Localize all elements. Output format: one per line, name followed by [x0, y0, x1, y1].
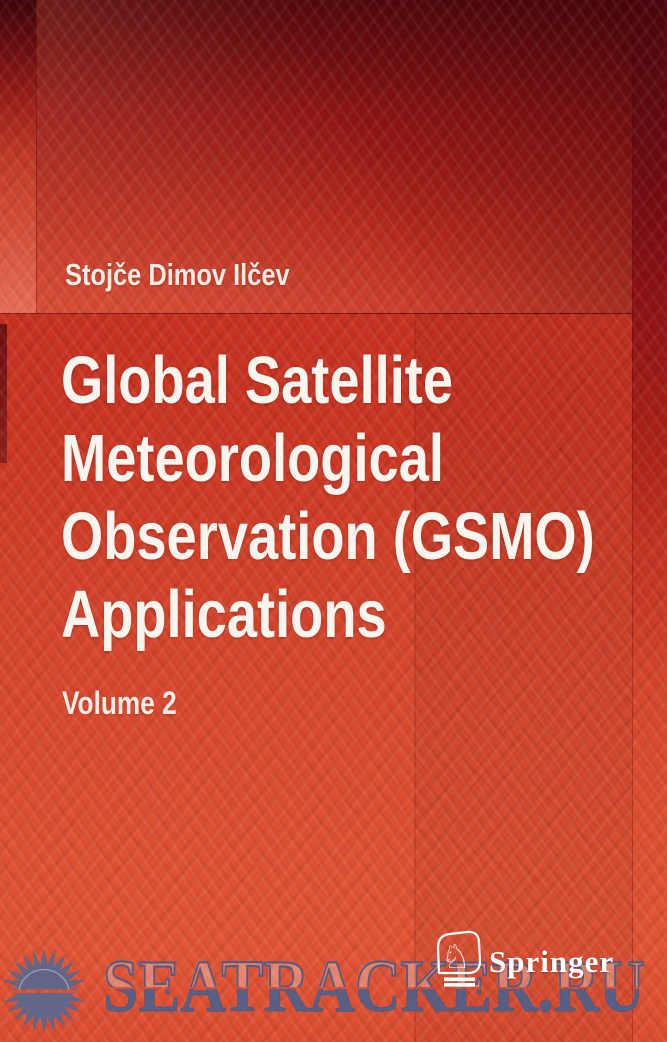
- watermark-text-fill: SEATRACKER.RU: [103, 946, 645, 1028]
- cover-right-edge-strip: [632, 0, 667, 760]
- volume-subtitle: Volume 2: [62, 685, 177, 721]
- cover-spine-bar: [0, 324, 7, 463]
- title-line-1: Global Satellite: [61, 343, 454, 418]
- book-title: Global Satellite Meteorological Observat…: [61, 342, 595, 654]
- springer-horse-icon: ♘: [436, 930, 482, 987]
- publisher-name: Springer: [489, 944, 615, 979]
- title-line-3: Observation (GSMO): [61, 499, 595, 574]
- sun-icon: [1, 948, 87, 1034]
- horse-glyph: ♘: [441, 937, 471, 976]
- title-line-4: Applications: [61, 577, 387, 652]
- watermark-text-outline: SEATRACKER.RU: [103, 946, 645, 1028]
- title-line-2: Meteorological: [61, 421, 444, 496]
- cover-top-band: [0, 0, 667, 314]
- author-name: Stojče Dimov Ilčev: [65, 257, 290, 292]
- cover-left-edge-strip: [0, 0, 36, 313]
- cover-panel-shade: [415, 313, 632, 1042]
